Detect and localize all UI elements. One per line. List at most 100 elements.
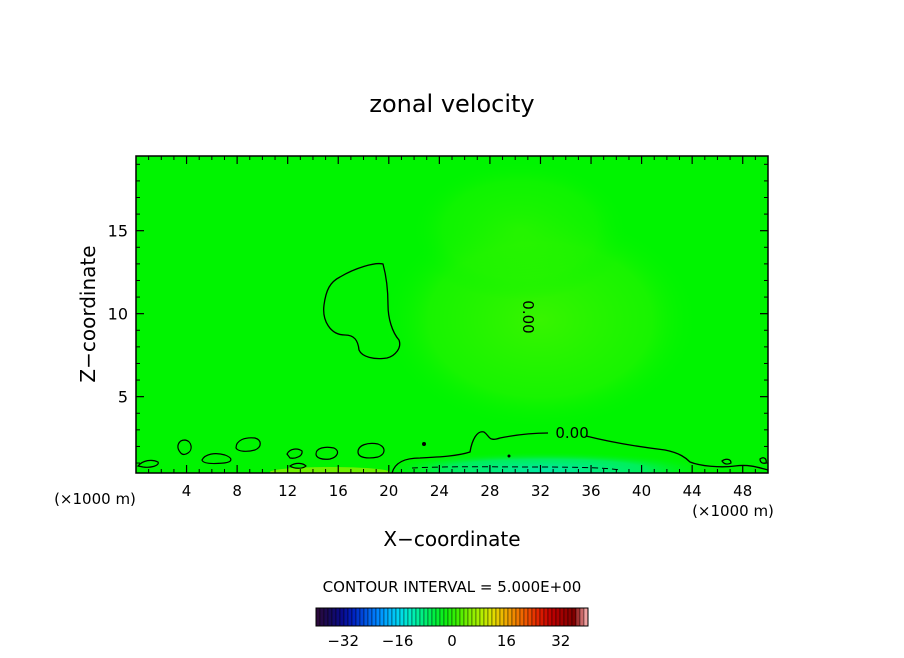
zero-contour-dot — [422, 442, 426, 446]
x-tick-label: 32 — [531, 482, 550, 500]
colorbar-swatch — [347, 607, 353, 627]
y-tick-label: 15 — [108, 222, 128, 241]
colorbar-swatch — [383, 607, 389, 627]
contour-label: 0.00 — [519, 300, 537, 333]
colorbar — [315, 607, 589, 627]
negative-contour — [411, 466, 621, 471]
colorbar-swatch — [371, 607, 377, 627]
colorbar-swatch — [519, 607, 525, 627]
y-axis-label: Z−coordinate — [76, 245, 100, 382]
x-unit-left: (×1000 m) — [54, 490, 136, 508]
colorbar-swatch — [563, 607, 569, 627]
colorbar-swatch — [511, 607, 517, 627]
colorbar-swatch — [391, 607, 397, 627]
positive-velocity-region-upper — [410, 160, 630, 300]
colorbar-swatch — [543, 607, 549, 627]
x-tick-label: 8 — [232, 482, 242, 500]
colorbar-swatch — [343, 607, 349, 627]
colorbar-swatch — [455, 607, 461, 627]
colorbar-swatch — [323, 607, 329, 627]
colorbar-swatch — [531, 607, 537, 627]
contour-interval: CONTOUR INTERVAL = 5.000E+00 — [323, 578, 582, 596]
contour-labels: 0.00 0.00 — [519, 300, 589, 442]
colorbar-swatch — [535, 607, 541, 627]
colorbar-swatch — [399, 607, 405, 627]
x-tick-label: 28 — [480, 482, 499, 500]
x-tick-label: 36 — [581, 482, 600, 500]
colorbar-swatch — [423, 607, 429, 627]
colorbar-swatch — [419, 607, 425, 627]
zero-contour-blobs — [136, 437, 767, 469]
colorbar-swatch — [499, 607, 505, 627]
colorbar-swatch — [339, 607, 345, 627]
zero-contour-dot — [507, 454, 511, 458]
colorbar-swatch — [447, 607, 453, 627]
colorbar-swatch — [471, 607, 477, 627]
colorbar-swatch — [435, 607, 441, 627]
colorbar-swatch — [451, 607, 457, 627]
colorbar-swatch — [411, 607, 417, 627]
x-tick-label: 4 — [182, 482, 192, 500]
colorbar-swatch — [515, 607, 521, 627]
colorbar-swatch — [551, 607, 557, 627]
y-axis-ticks: 5 10 15 — [108, 163, 768, 464]
contour-label: 0.00 — [555, 424, 588, 442]
x-unit-right: (×1000 m) — [692, 502, 774, 520]
colorbar-swatch — [475, 607, 481, 627]
colorbar-swatch — [583, 607, 589, 627]
x-tick-label: 24 — [430, 482, 449, 500]
colorbar-swatch — [487, 607, 493, 627]
colorbar-swatch — [327, 607, 333, 627]
colorbar-swatch — [431, 607, 437, 627]
x-tick-label: 44 — [683, 482, 702, 500]
colorbar-swatch — [375, 607, 381, 627]
zero-contour-upper — [323, 262, 401, 360]
x-tick-label: 48 — [733, 482, 752, 500]
colorbar-swatch — [351, 607, 357, 627]
colorbar-swatch — [567, 607, 573, 627]
y-tick-label: 5 — [118, 388, 128, 407]
colorbar-tick-label: −16 — [382, 632, 414, 650]
colorbar-swatch — [491, 607, 497, 627]
colorbar-swatch — [415, 607, 421, 627]
colorbar-swatch — [503, 607, 509, 627]
chart-title: zonal velocity — [369, 90, 534, 118]
colorbar-frame — [315, 607, 589, 627]
colorbar-swatch — [387, 607, 393, 627]
colorbar-swatch — [359, 607, 365, 627]
colorbar-swatch — [363, 607, 369, 627]
negative-velocity-region — [375, 452, 715, 473]
colorbar-swatch — [367, 607, 373, 627]
zero-contour-lower — [391, 431, 768, 473]
colorbar-swatch — [559, 607, 565, 627]
colorbar-tick-labels: −32 −16 0 16 32 — [327, 632, 570, 650]
colorbar-swatch — [571, 607, 577, 627]
plot-area — [136, 156, 768, 473]
colorbar-swatch — [483, 607, 489, 627]
colorbar-swatch — [547, 607, 553, 627]
colorbar-swatch — [335, 607, 341, 627]
x-tick-label: 16 — [329, 482, 348, 500]
y-tick-label: 10 — [108, 305, 128, 324]
colorbar-tick-label: 32 — [551, 632, 570, 650]
colorbar-swatch — [395, 607, 401, 627]
colorbar-tick-label: 16 — [497, 632, 516, 650]
x-tick-label: 12 — [278, 482, 297, 500]
x-axis-label: X−coordinate — [383, 527, 520, 551]
colorbar-swatch — [463, 607, 469, 627]
colorbar-swatch — [319, 607, 325, 627]
colorbar-swatch — [495, 607, 501, 627]
colorbar-tick-label: −32 — [327, 632, 359, 650]
colorbar-swatch — [379, 607, 385, 627]
colorbar-swatch — [575, 607, 581, 627]
colorbar-swatch — [479, 607, 485, 627]
colorbar-swatch — [539, 607, 545, 627]
colorbar-swatch — [459, 607, 465, 627]
colorbar-swatch — [507, 607, 513, 627]
colorbar-swatch — [315, 607, 321, 627]
colorbar-swatch — [579, 607, 585, 627]
colorbar-swatch — [523, 607, 529, 627]
colorbar-swatch — [403, 607, 409, 627]
colorbar-swatch — [427, 607, 433, 627]
